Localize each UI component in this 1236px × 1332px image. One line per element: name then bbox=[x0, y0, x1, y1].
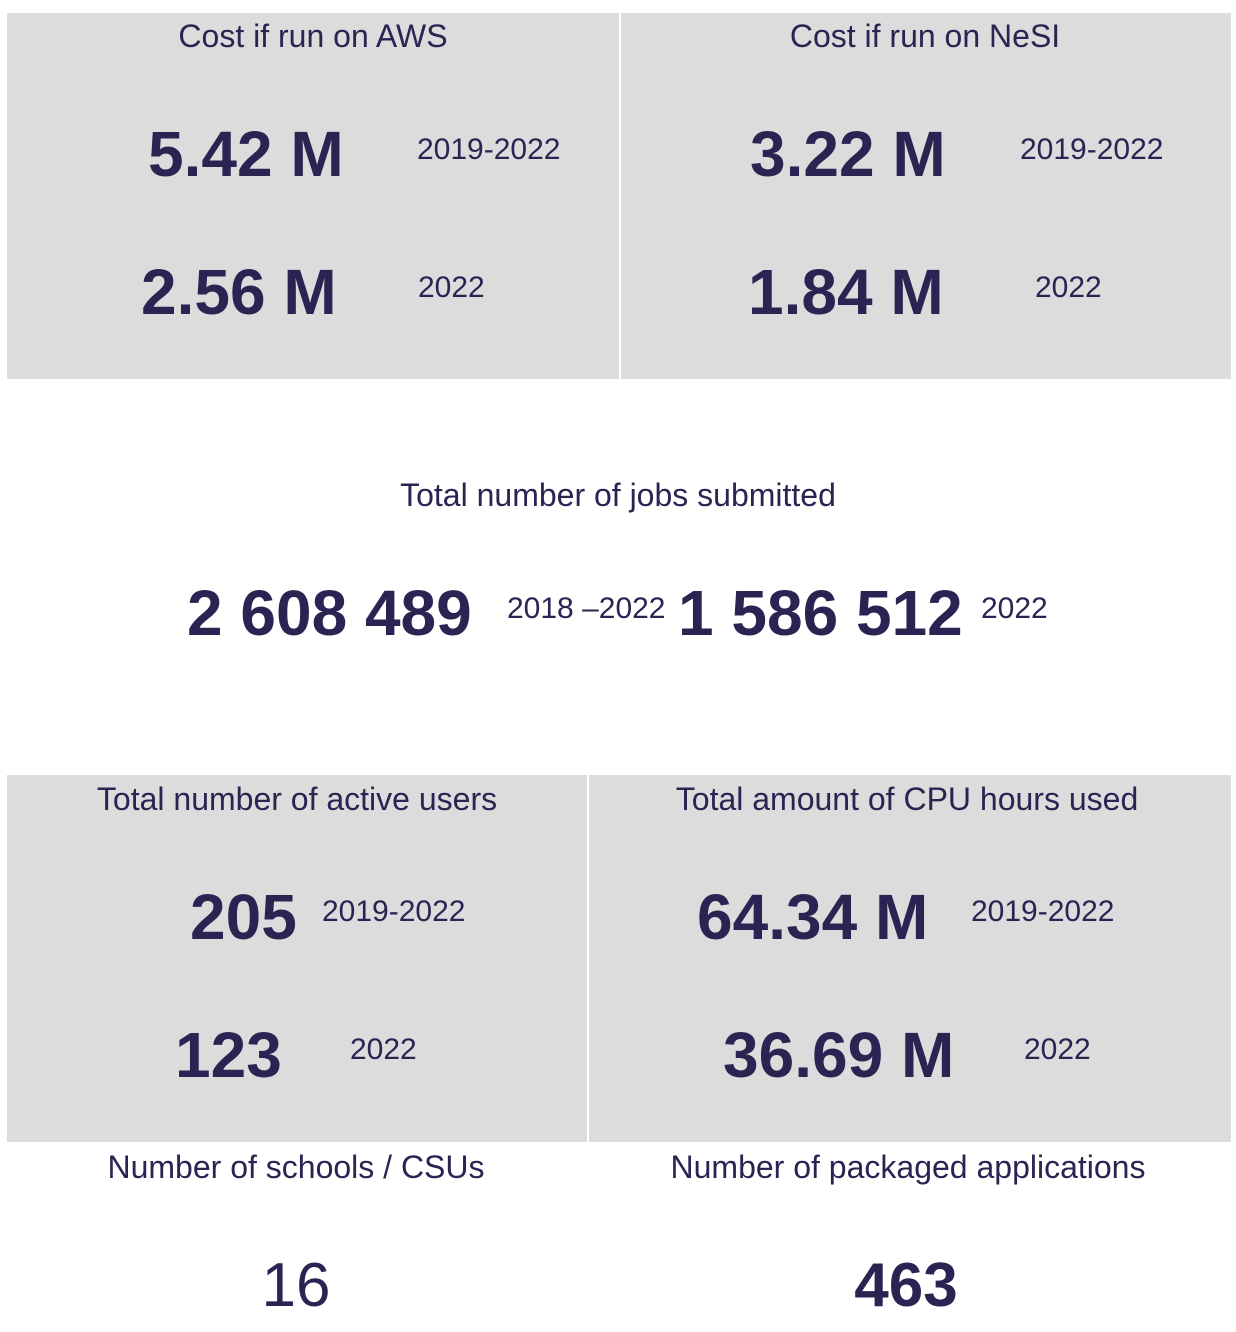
jobs-year-value: 1 586 512 bbox=[678, 577, 963, 649]
cpu-year-period: 2022 bbox=[1024, 1033, 1091, 1066]
nesi-total-value: 3.22 M bbox=[750, 118, 946, 190]
users-panel bbox=[7, 775, 587, 1142]
aws-year-period: 2022 bbox=[418, 271, 485, 304]
aws-total-period: 2019-2022 bbox=[417, 133, 561, 166]
cpu-panel bbox=[589, 775, 1231, 1142]
jobs-year-period: 2022 bbox=[981, 592, 1048, 625]
aws-total-value: 5.42 M bbox=[148, 118, 344, 190]
jobs-total-period: 2018 –2022 bbox=[507, 592, 666, 625]
nesi-total-period: 2019-2022 bbox=[1020, 133, 1164, 166]
users-total-value: 205 bbox=[190, 881, 297, 953]
apps-value: 463 bbox=[854, 1251, 958, 1320]
jobs-title: Total number of jobs submitted bbox=[400, 477, 836, 513]
nesi-cost-title: Cost if run on NeSI bbox=[789, 18, 1061, 54]
aws-cost-panel bbox=[7, 13, 619, 379]
cpu-total-period: 2019-2022 bbox=[971, 895, 1115, 928]
cpu-total-value: 64.34 M bbox=[697, 881, 929, 953]
users-title: Total number of active users bbox=[96, 781, 498, 817]
aws-year-value: 2.56 M bbox=[141, 256, 337, 328]
users-total-period: 2019-2022 bbox=[322, 895, 466, 928]
nesi-cost-panel bbox=[621, 13, 1231, 379]
nesi-year-value: 1.84 M bbox=[748, 256, 944, 328]
apps-title: Number of packaged applications bbox=[670, 1149, 1146, 1185]
cpu-year-value: 36.69 M bbox=[723, 1019, 955, 1091]
schools-value: 16 bbox=[261, 1251, 331, 1320]
cpu-title: Total amount of CPU hours used bbox=[675, 781, 1139, 817]
jobs-total-value: 2 608 489 bbox=[187, 577, 472, 649]
aws-cost-title: Cost if run on AWS bbox=[178, 18, 448, 54]
schools-title: Number of schools / CSUs bbox=[107, 1149, 485, 1185]
users-year-value: 123 bbox=[175, 1019, 282, 1091]
users-year-period: 2022 bbox=[350, 1033, 417, 1066]
nesi-year-period: 2022 bbox=[1035, 271, 1102, 304]
